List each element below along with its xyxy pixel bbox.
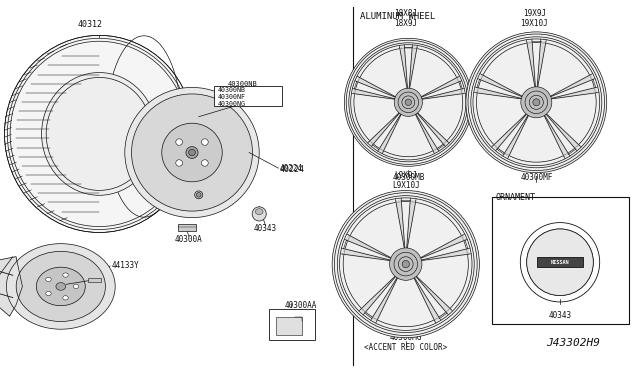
Polygon shape (413, 273, 451, 313)
Ellipse shape (202, 139, 208, 145)
Polygon shape (406, 200, 416, 253)
Text: ¸09110-8201A
( 2): ¸09110-8201A ( 2) (50, 311, 101, 325)
Ellipse shape (466, 32, 607, 173)
Polygon shape (412, 273, 440, 321)
Bar (178, 224, 196, 231)
Polygon shape (413, 110, 438, 152)
Ellipse shape (36, 267, 85, 306)
Ellipse shape (255, 209, 263, 215)
Text: 40343: 40343 (548, 311, 572, 320)
Polygon shape (493, 110, 530, 149)
Ellipse shape (125, 87, 259, 218)
Polygon shape (543, 110, 580, 149)
Polygon shape (546, 74, 593, 99)
Ellipse shape (394, 88, 422, 116)
Polygon shape (353, 89, 399, 100)
Text: 40300A: 40300A (175, 235, 203, 244)
Polygon shape (414, 110, 448, 145)
Polygon shape (356, 77, 399, 99)
Ellipse shape (527, 229, 593, 295)
Ellipse shape (4, 35, 194, 232)
Text: 19X9J
19X10J: 19X9J 19X10J (520, 9, 548, 28)
Ellipse shape (202, 160, 208, 166)
Ellipse shape (186, 147, 198, 158)
Ellipse shape (132, 94, 253, 211)
Ellipse shape (176, 160, 182, 166)
Text: ORNAMENT: ORNAMENT (496, 193, 536, 202)
Ellipse shape (189, 149, 195, 156)
Text: NISSAN: NISSAN (550, 260, 570, 265)
Ellipse shape (402, 260, 410, 268)
Ellipse shape (56, 283, 66, 290)
Polygon shape (417, 89, 463, 100)
Polygon shape (417, 77, 460, 99)
Text: J43302H9: J43302H9 (546, 338, 600, 348)
Polygon shape (0, 257, 22, 316)
Polygon shape (476, 87, 526, 100)
Ellipse shape (344, 38, 472, 166)
Polygon shape (379, 110, 403, 152)
Ellipse shape (45, 277, 51, 282)
Polygon shape (372, 273, 400, 321)
Polygon shape (527, 41, 536, 92)
Text: 40300MF: 40300MF (520, 173, 552, 182)
Text: 40300MG
<ACCENT RED COLOR>: 40300MG <ACCENT RED COLOR> (364, 333, 447, 352)
Ellipse shape (196, 193, 201, 197)
Text: 40300MB: 40300MB (392, 173, 424, 182)
Text: 40300NB
40300NF
40300NG: 40300NB 40300NF 40300NG (218, 87, 246, 108)
Polygon shape (360, 273, 399, 313)
Ellipse shape (162, 123, 222, 182)
Ellipse shape (405, 99, 412, 106)
Ellipse shape (6, 244, 115, 329)
Polygon shape (416, 235, 465, 260)
Ellipse shape (63, 296, 68, 300)
Text: 40300NB
40300NF
40300NG: 40300NB 40300NF 40300NG (227, 81, 257, 101)
Ellipse shape (74, 284, 79, 289)
Ellipse shape (42, 73, 157, 195)
Ellipse shape (45, 291, 51, 296)
Polygon shape (369, 110, 403, 145)
Bar (537, 257, 583, 267)
Ellipse shape (195, 191, 203, 199)
Bar (276, 317, 302, 335)
Text: 44133Y: 44133Y (112, 262, 140, 270)
Text: 40300AA: 40300AA (285, 301, 317, 310)
Polygon shape (399, 47, 408, 93)
Bar (269, 309, 315, 340)
Text: 40224: 40224 (280, 164, 303, 173)
Text: 40224: 40224 (280, 165, 305, 174)
Polygon shape (537, 41, 546, 92)
Text: 40312: 40312 (77, 20, 102, 29)
Text: L9X9J
L9X10J: L9X9J L9X10J (392, 171, 420, 190)
Bar (214, 86, 282, 106)
Ellipse shape (390, 248, 422, 280)
Polygon shape (417, 248, 469, 261)
Polygon shape (547, 87, 597, 100)
Polygon shape (504, 111, 531, 157)
Polygon shape (346, 235, 396, 260)
Bar (88, 278, 101, 282)
Ellipse shape (252, 207, 266, 221)
Ellipse shape (521, 87, 552, 118)
Polygon shape (409, 47, 417, 93)
Text: 18X8J
18X9J: 18X8J 18X9J (394, 9, 417, 28)
Ellipse shape (16, 251, 106, 321)
Polygon shape (396, 200, 405, 253)
Bar (492, 197, 629, 324)
Ellipse shape (332, 190, 479, 338)
Text: ALUMINUM WHEEL: ALUMINUM WHEEL (360, 12, 435, 21)
Ellipse shape (63, 273, 68, 277)
Polygon shape (542, 111, 569, 157)
Ellipse shape (176, 139, 182, 145)
Polygon shape (479, 74, 527, 99)
Text: 40343: 40343 (254, 224, 277, 233)
Ellipse shape (532, 99, 540, 106)
Polygon shape (342, 248, 395, 261)
